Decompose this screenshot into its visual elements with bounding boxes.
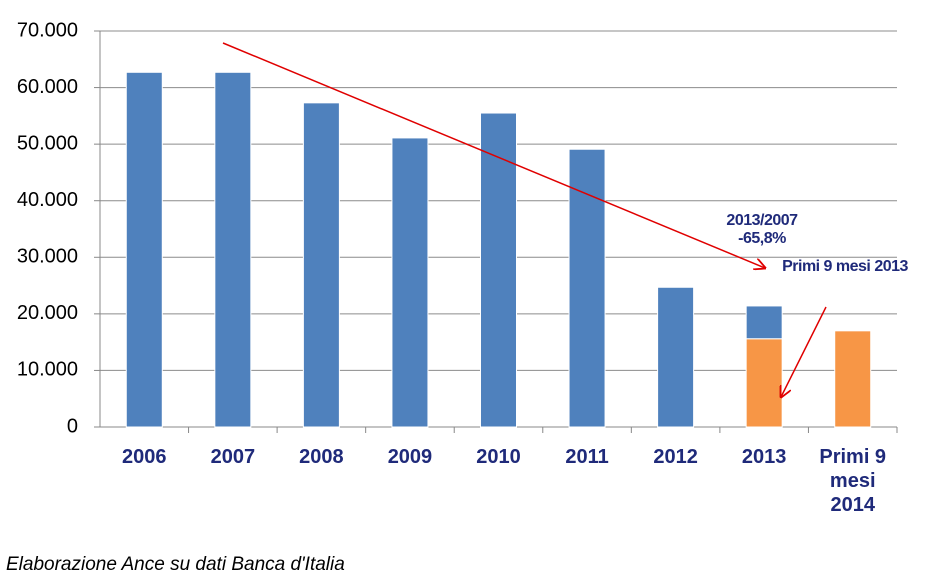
- bar: [391, 137, 429, 428]
- y-tick-label: 0: [67, 415, 78, 437]
- y-tick-label: 40.000: [17, 189, 78, 211]
- x-tick-label: 2007: [210, 446, 256, 468]
- annotation: Primi 9 mesi 2013: [782, 258, 908, 275]
- bar: [214, 71, 252, 428]
- bar: [745, 305, 783, 340]
- y-tick-label: 60.000: [17, 76, 78, 98]
- y-tick-label: 50.000: [17, 132, 78, 154]
- x-tick-label: 2013: [741, 446, 787, 468]
- bar: [125, 71, 163, 428]
- annotation: 2013/2007 -65,8%: [726, 212, 798, 247]
- x-tick-label: 2012: [653, 446, 698, 468]
- x-tick-label: 2008: [299, 446, 344, 468]
- x-tick-label: 2009: [387, 446, 433, 468]
- bar: [834, 330, 872, 428]
- y-tick-label: 70.000: [17, 19, 78, 41]
- x-tick-label: 2006: [122, 446, 167, 468]
- y-tick-label: 10.000: [17, 359, 78, 381]
- trend-arrow: [222, 42, 765, 268]
- pointer-arrow: [781, 306, 827, 397]
- bar: [745, 338, 783, 428]
- x-tick-label: 2010: [476, 446, 521, 468]
- y-tick-label: 20.000: [17, 302, 78, 324]
- x-tick-label: 2011: [565, 446, 609, 468]
- x-tick-label: Primi 9 mesi 2014: [819, 446, 887, 516]
- bar: [480, 112, 517, 428]
- bar: [302, 102, 340, 428]
- bar: [657, 286, 695, 428]
- y-tick-label: 30.000: [17, 246, 78, 268]
- source-note: Elaborazione Ance su dati Banca d'Italia: [6, 554, 345, 575]
- bar: [568, 148, 606, 428]
